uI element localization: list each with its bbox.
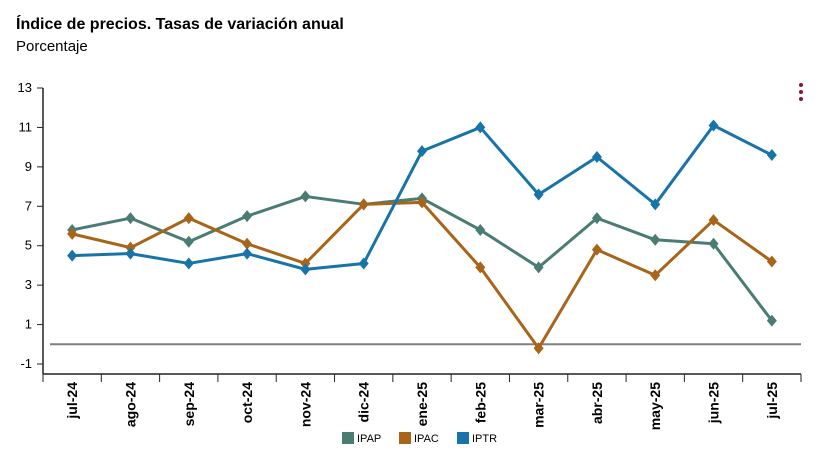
x-tick-label: abr-25 [589, 382, 605, 424]
data-point-ipap [591, 212, 602, 225]
data-point-iptr [708, 119, 719, 132]
data-point-iptr [183, 257, 194, 270]
data-point-iptr [533, 188, 544, 201]
y-tick-label: 3 [25, 277, 32, 292]
data-point-ipac [650, 269, 661, 282]
y-tick-label: -1 [20, 356, 32, 371]
data-point-ipac [475, 261, 486, 274]
x-tick-label: jul-25 [764, 382, 780, 420]
data-point-ipap [533, 261, 544, 274]
x-tick-label: sep-24 [181, 382, 197, 427]
data-point-ipac [417, 196, 427, 209]
y-tick-label: 9 [25, 159, 32, 174]
menu-dot [799, 90, 803, 94]
data-point-iptr [475, 121, 486, 134]
series-line-ipac [71, 200, 773, 350]
data-point-ipap [125, 212, 136, 225]
data-point-iptr [591, 151, 602, 163]
series-line-ipap [71, 194, 774, 322]
data-point-ipac [591, 243, 602, 256]
data-point-iptr [125, 247, 136, 260]
data-point-iptr [300, 263, 311, 276]
data-point-iptr [766, 149, 777, 162]
data-point-ipap [300, 190, 311, 203]
menu-dot [799, 97, 803, 101]
data-point-ipac [183, 212, 194, 225]
y-tick-label: 7 [25, 198, 32, 213]
y-tick-label: 5 [25, 238, 32, 253]
more-vertical-icon[interactable] [797, 82, 805, 102]
x-tick-label: nov-24 [297, 382, 313, 427]
x-tick-label: ago-24 [122, 382, 138, 427]
chart-title: Índice de precios. Tasas de variación an… [16, 16, 344, 33]
data-point-iptr [650, 198, 661, 211]
data-point-ipap [242, 210, 253, 223]
x-tick-label: may-25 [647, 382, 663, 430]
x-tick-label: jun-25 [706, 382, 722, 424]
x-tick-label: ene-25 [414, 382, 430, 427]
data-point-ipac [67, 227, 78, 240]
data-point-iptr [67, 249, 78, 262]
data-point-iptr [417, 145, 427, 158]
data-point-iptr [358, 257, 369, 270]
data-point-iptr [242, 247, 253, 260]
x-tick-label: feb-25 [472, 382, 488, 423]
legend-label-ipap: IPAP [357, 433, 381, 445]
y-tick-label: 1 [25, 317, 32, 332]
legend-swatch-ipac [399, 432, 411, 444]
data-point-ipap [650, 233, 661, 246]
x-tick-label: mar-25 [531, 382, 547, 428]
x-tick-label: dic-24 [356, 382, 372, 423]
x-tick-label: oct-24 [239, 382, 255, 423]
legend-label-ipac: IPAC [414, 433, 439, 445]
y-tick-label: 11 [19, 119, 33, 134]
data-point-ipac [766, 255, 777, 268]
legend-swatch-ipap [342, 432, 354, 444]
data-point-ipac [358, 198, 369, 211]
data-point-ipap [475, 223, 486, 236]
y-tick-label: 13 [18, 80, 32, 95]
data-point-ipap [708, 237, 719, 250]
legend-swatch-iptr [457, 432, 469, 444]
legend-label-iptr: IPTR [472, 433, 497, 445]
data-point-ipac [533, 342, 544, 355]
data-point-ipap [183, 235, 194, 248]
chart-subtitle: Porcentaje [16, 38, 88, 55]
data-point-ipap [766, 314, 777, 327]
menu-dot [799, 83, 803, 87]
data-point-ipac [708, 214, 719, 227]
x-tick-label: jul-24 [64, 382, 80, 420]
data-point-ipac [242, 237, 253, 250]
